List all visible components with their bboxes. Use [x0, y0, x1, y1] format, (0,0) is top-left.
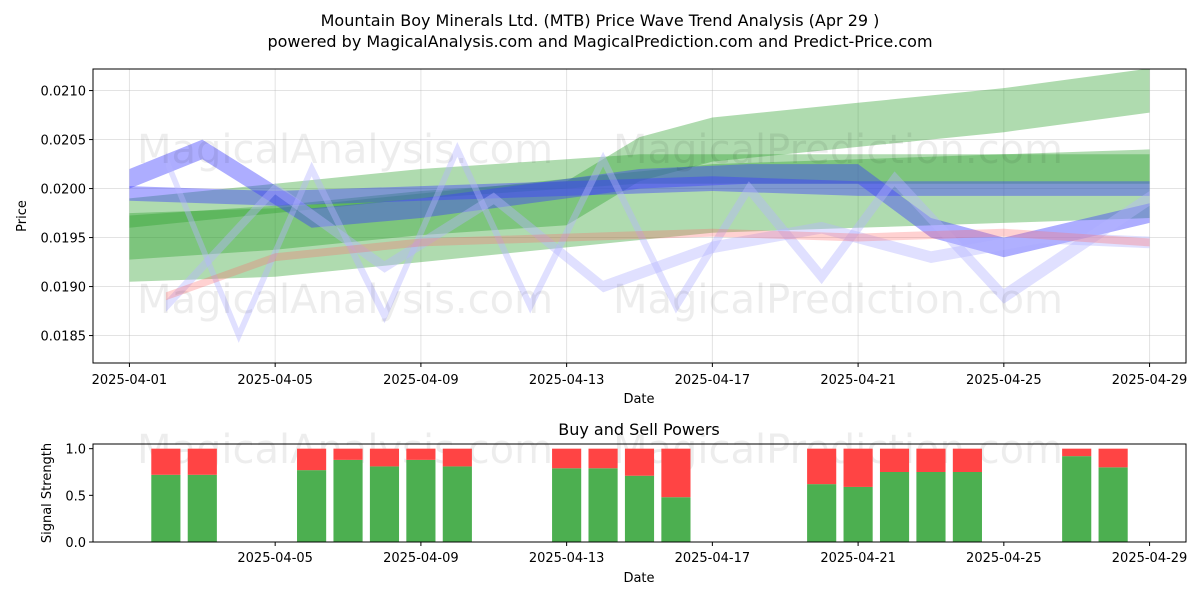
- sell-bar: [151, 448, 181, 475]
- price-xtick-label: 2025-04-05: [237, 373, 313, 388]
- price-ytick-label: 0.0195: [41, 232, 87, 247]
- sell-bar: [879, 448, 910, 472]
- buy-bar: [1098, 467, 1128, 542]
- buy-bar: [843, 486, 873, 542]
- price-xtick-label: 2025-04-29: [1112, 373, 1188, 388]
- power-chart: Buy and Sell Powers MagicalAnalysis.com …: [40, 420, 1187, 586]
- buy-bar: [879, 472, 910, 542]
- power-xtick-label: 2025-04-25: [966, 551, 1042, 566]
- chart-title: Mountain Boy Minerals Ltd. (MTB) Price W…: [321, 11, 880, 30]
- buy-bar: [406, 459, 436, 542]
- price-ytick-label: 0.0190: [41, 281, 87, 296]
- wave-band-blue: [129, 176, 1150, 206]
- sell-bar: [442, 448, 472, 467]
- sell-bar: [297, 448, 327, 471]
- buy-bar: [369, 466, 400, 542]
- watermark-right: MagicalPrediction.com: [613, 127, 1063, 173]
- power-ytick-label: 1.0: [65, 443, 86, 458]
- sell-bar: [661, 448, 691, 498]
- wave-band-green: [129, 149, 1150, 282]
- sell-bar: [588, 448, 618, 469]
- buy-bar: [187, 474, 217, 542]
- wave-band-lightblue: [165, 142, 1150, 343]
- price-xtick-label: 2025-04-01: [92, 373, 168, 388]
- price-xtick-label: 2025-04-25: [966, 373, 1042, 388]
- price-ytick-label: 0.0200: [41, 183, 87, 198]
- buy-bar: [624, 475, 655, 542]
- buy-bar: [151, 474, 181, 542]
- buy-bar: [661, 497, 691, 542]
- sell-bar: [369, 448, 400, 467]
- sell-bar: [1062, 448, 1092, 457]
- power-xtick-label: 2025-04-13: [529, 551, 605, 566]
- buy-bar: [916, 472, 946, 542]
- price-ytick-label: 0.0185: [41, 330, 87, 345]
- watermark-left-lower: MagicalAnalysis.com: [137, 277, 553, 323]
- wave-band-red: [165, 228, 1150, 301]
- wave-band-lightblue: [165, 182, 1150, 312]
- chart-subtitle: powered by MagicalAnalysis.com and Magic…: [267, 32, 932, 51]
- power-ytick-label: 0.5: [65, 489, 86, 504]
- buy-bar: [297, 470, 327, 542]
- price-ylabel: Price: [15, 200, 30, 232]
- sell-bar: [952, 448, 982, 472]
- sell-bar: [1098, 448, 1128, 468]
- price-xtick-label: 2025-04-21: [820, 373, 896, 388]
- price-plot-frame: [92, 68, 1187, 364]
- wave-band-green: [129, 154, 1150, 228]
- sell-bar: [624, 448, 655, 476]
- power-xlabel: Date: [623, 571, 654, 586]
- price-xtick-label: 2025-04-13: [529, 373, 605, 388]
- power-ytick-label: 0.0: [65, 536, 86, 551]
- power-xtick-label: 2025-04-05: [237, 551, 313, 566]
- buy-bar: [552, 468, 582, 542]
- price-xtick-label: 2025-04-17: [675, 373, 751, 388]
- price-ytick-label: 0.0205: [41, 134, 87, 149]
- sell-bar: [807, 448, 837, 485]
- power-xtick-label: 2025-04-17: [675, 551, 751, 566]
- buy-bar: [807, 484, 837, 542]
- watermark-left: MagicalAnalysis.com: [137, 127, 553, 173]
- sell-bar: [333, 448, 363, 460]
- price-chart: MagicalAnalysis.com MagicalPrediction.co…: [15, 68, 1188, 407]
- price-xlabel: Date: [623, 392, 654, 407]
- wave-band-green: [129, 68, 1150, 260]
- power-ylabel: Signal Strength: [40, 443, 55, 543]
- price-ytick-label: 0.0210: [41, 85, 87, 100]
- sell-bar: [552, 448, 582, 469]
- power-plot-frame: [92, 443, 1187, 543]
- buy-bar: [1062, 456, 1092, 542]
- power-xtick-label: 2025-04-29: [1112, 551, 1188, 566]
- sell-bar: [406, 448, 436, 460]
- wave-band-blue: [129, 139, 1150, 258]
- buy-bar: [333, 459, 363, 542]
- sell-bar: [187, 448, 217, 475]
- buy-bar: [952, 472, 982, 542]
- power-xtick-label: 2025-04-09: [383, 551, 459, 566]
- price-xtick-label: 2025-04-09: [383, 373, 459, 388]
- watermark-right-lower: MagicalPrediction.com: [613, 277, 1063, 323]
- sell-bar: [916, 448, 946, 472]
- power-xtick-label: 2025-04-21: [820, 551, 896, 566]
- buy-bar: [588, 468, 618, 542]
- buy-bar: [442, 466, 472, 542]
- power-chart-title: Buy and Sell Powers: [558, 420, 720, 439]
- sell-bar: [843, 448, 873, 487]
